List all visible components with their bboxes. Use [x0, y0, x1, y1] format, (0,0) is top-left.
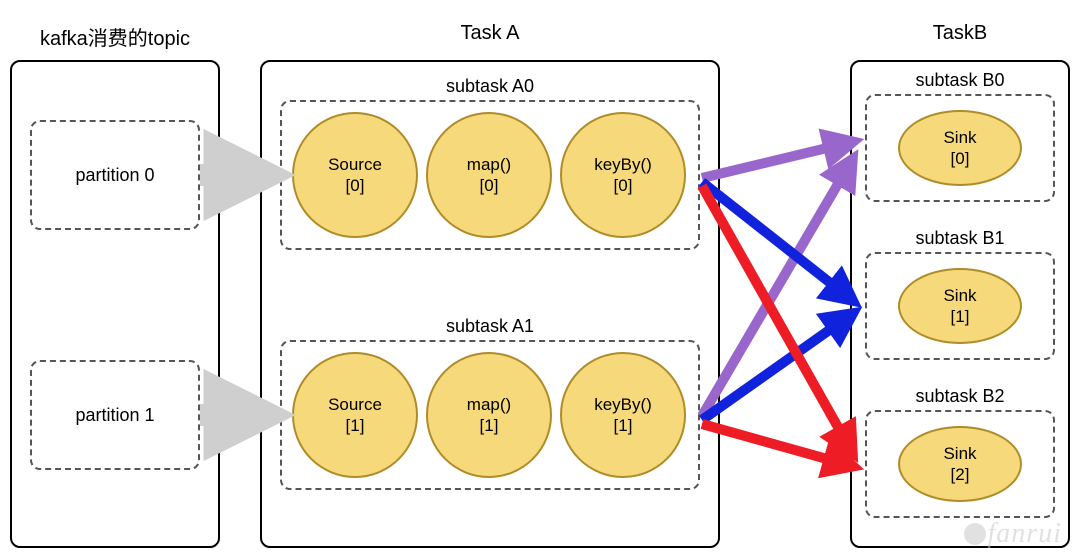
subtask-a0-keyby: keyBy()[0]: [560, 112, 686, 238]
watermark: fanrui: [964, 518, 1062, 550]
subtask-b0-label: subtask B0: [890, 70, 1030, 91]
subtask-a0-map: map()[0]: [426, 112, 552, 238]
sink-1: Sink[1]: [898, 268, 1022, 344]
task-b-title: TaskB: [920, 22, 1000, 45]
subtask-a0-source: Source[0]: [292, 112, 418, 238]
subtask-b1-label: subtask B1: [890, 228, 1030, 249]
subtask-a1-map: map()[1]: [426, 352, 552, 478]
subtask-a1-source: Source[1]: [292, 352, 418, 478]
partition-1-box: partition 1: [30, 360, 200, 470]
watermark-icon: [964, 523, 986, 545]
kafka-title: kafka消费的topic: [20, 22, 210, 51]
red-arrows: [702, 186, 852, 466]
purple-arrows: [702, 142, 852, 416]
subtask-a1-label: subtask A1: [420, 316, 560, 337]
sink-2: Sink[2]: [898, 426, 1022, 502]
subtask-a0-label: subtask A0: [420, 76, 560, 97]
partition-0-box: partition 0: [30, 120, 200, 230]
sink-0: Sink[0]: [898, 110, 1022, 186]
subtask-b2-label: subtask B2: [890, 386, 1030, 407]
partition-1-label: partition 1: [75, 405, 154, 426]
subtask-a1-keyby: keyBy()[1]: [560, 352, 686, 478]
partition-0-label: partition 0: [75, 165, 154, 186]
blue-arrows: [702, 182, 852, 420]
task-a-title: Task A: [440, 22, 540, 45]
